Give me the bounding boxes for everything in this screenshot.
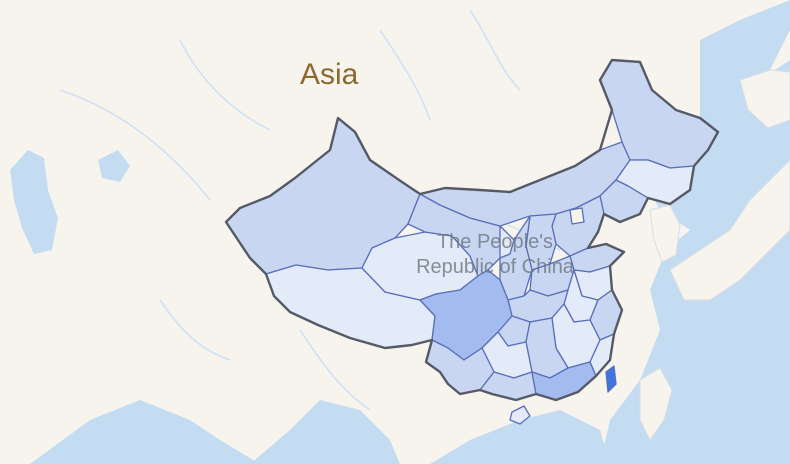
region-beijing [569,207,585,225]
country-label-line2: Republic of China [416,256,574,278]
philippines-land [639,367,673,441]
river-6 [299,329,371,411]
hokkaido-land [739,69,790,129]
river-1 [59,89,211,201]
river-3 [379,29,431,121]
region-hainan [509,405,531,425]
river-4 [469,9,521,91]
sea-of-japan [700,0,790,150]
river-2 [179,39,271,131]
south-china-sea [430,410,610,464]
bay-of-bengal [250,400,400,464]
neighbor-land [639,69,790,441]
region-taiwan [605,365,617,393]
china-border [224,58,720,402]
river-5 [159,299,231,361]
country-label: The People's Republic of China [388,230,602,280]
country-label-line1: The People's [436,231,554,253]
indian-ocean [30,400,260,464]
provinces[interactable] [225,59,719,425]
continent-label: Asia [300,58,359,91]
japan-land [669,159,790,301]
caspian-sea [10,150,58,254]
aral-sea [98,150,130,182]
